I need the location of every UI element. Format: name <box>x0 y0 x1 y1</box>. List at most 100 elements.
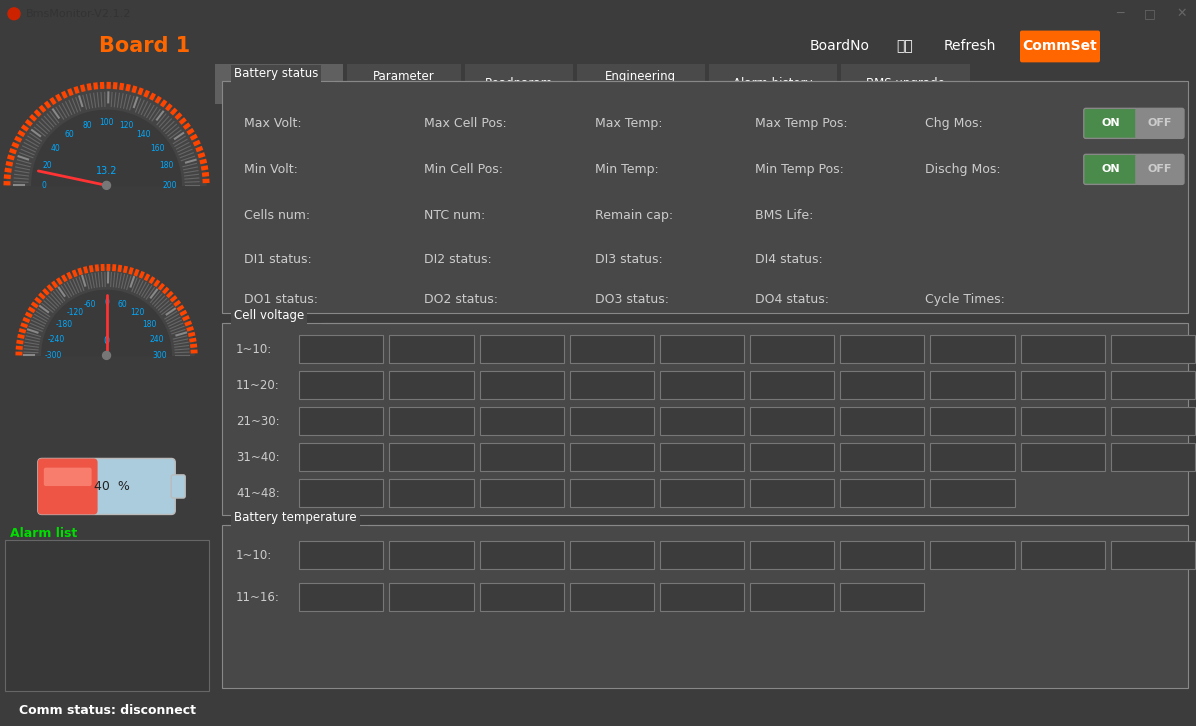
Text: Cell voltage: Cell voltage <box>234 309 304 322</box>
Text: OFF: OFF <box>1148 164 1172 174</box>
Bar <box>576 64 706 104</box>
Bar <box>841 372 925 399</box>
Text: DO1 status:: DO1 status: <box>244 293 318 306</box>
Text: Battery status: Battery status <box>234 68 318 81</box>
Bar <box>750 335 835 364</box>
Text: -120: -120 <box>67 308 84 317</box>
Text: DI2 status:: DI2 status: <box>425 253 493 266</box>
Text: BMS Life:: BMS Life: <box>755 209 813 222</box>
Bar <box>841 444 925 471</box>
Bar <box>480 335 563 364</box>
Bar <box>569 584 654 611</box>
Bar <box>660 542 744 569</box>
Circle shape <box>103 182 110 189</box>
Bar <box>299 479 384 507</box>
Bar <box>5 540 209 690</box>
Text: Readparam: Readparam <box>484 78 553 90</box>
Text: -300: -300 <box>45 351 62 360</box>
Bar <box>215 64 343 104</box>
Bar <box>841 64 970 104</box>
Text: 160: 160 <box>150 144 165 153</box>
Text: ✕: ✕ <box>1177 7 1188 20</box>
Bar <box>841 479 925 507</box>
Bar <box>569 335 654 364</box>
Bar <box>390 444 474 471</box>
Circle shape <box>103 351 110 359</box>
Bar <box>930 479 1014 507</box>
Bar <box>1020 335 1105 364</box>
Text: Battery temperature: Battery temperature <box>234 511 356 524</box>
Text: □: □ <box>1145 7 1155 20</box>
Bar <box>1020 542 1105 569</box>
Polygon shape <box>7 86 206 185</box>
Bar <box>390 542 474 569</box>
Text: 0: 0 <box>42 181 47 190</box>
Text: 120: 120 <box>130 308 145 317</box>
Bar <box>390 335 474 364</box>
Text: Parameter
settings: Parameter settings <box>373 70 435 98</box>
FancyBboxPatch shape <box>171 475 185 498</box>
Bar <box>841 542 925 569</box>
Text: 200: 200 <box>161 181 177 190</box>
Text: 11~16:: 11~16: <box>236 591 280 604</box>
Text: -60: -60 <box>84 301 97 309</box>
Bar <box>480 444 563 471</box>
Text: BoardNo: BoardNo <box>810 39 869 54</box>
Bar <box>480 479 563 507</box>
Bar <box>569 407 654 436</box>
FancyBboxPatch shape <box>38 458 98 515</box>
Text: 13.2: 13.2 <box>96 166 117 176</box>
Text: 180: 180 <box>159 161 173 171</box>
Bar <box>480 407 563 436</box>
Text: 40: 40 <box>51 144 61 153</box>
Bar <box>930 335 1014 364</box>
FancyBboxPatch shape <box>38 458 176 515</box>
Text: Max Cell Pos:: Max Cell Pos: <box>425 117 507 130</box>
Text: Dischg Mos:: Dischg Mos: <box>926 163 1001 176</box>
Text: 0: 0 <box>104 298 109 307</box>
Text: Cycle Times:: Cycle Times: <box>926 293 1006 306</box>
Text: 0: 0 <box>104 336 110 346</box>
Bar <box>390 372 474 399</box>
Text: ─: ─ <box>1116 7 1124 20</box>
Text: 180: 180 <box>142 319 157 329</box>
Bar <box>841 407 925 436</box>
Bar <box>1111 542 1195 569</box>
Bar <box>347 64 460 104</box>
Text: Min Temp:: Min Temp: <box>594 163 659 176</box>
Bar <box>299 584 384 611</box>
Bar <box>569 479 654 507</box>
Text: 中文: 中文 <box>897 39 914 54</box>
Text: Engineering
model: Engineering model <box>605 70 677 98</box>
Text: Max Temp Pos:: Max Temp Pos: <box>755 117 848 130</box>
Text: 300: 300 <box>152 351 166 360</box>
Text: Cells num:: Cells num: <box>244 209 310 222</box>
Bar <box>480 542 563 569</box>
Bar <box>660 479 744 507</box>
Bar <box>299 407 384 436</box>
FancyBboxPatch shape <box>44 468 92 486</box>
Circle shape <box>8 8 20 20</box>
Bar <box>299 372 384 399</box>
Text: Alarm history: Alarm history <box>733 78 813 90</box>
Bar <box>1020 444 1105 471</box>
Bar <box>569 372 654 399</box>
Bar <box>750 542 835 569</box>
Text: -240: -240 <box>48 335 65 343</box>
Text: 21~30:: 21~30: <box>236 415 280 428</box>
Bar <box>1111 335 1195 364</box>
Bar <box>299 444 384 471</box>
Bar <box>930 444 1014 471</box>
Text: 1~10:: 1~10: <box>236 343 273 356</box>
Bar <box>1020 372 1105 399</box>
Bar <box>660 407 744 436</box>
FancyBboxPatch shape <box>1020 30 1100 62</box>
Text: Remain cap:: Remain cap: <box>594 209 673 222</box>
Text: OFF: OFF <box>1148 118 1172 129</box>
Text: Max Temp:: Max Temp: <box>594 117 663 130</box>
Text: 120: 120 <box>118 121 133 130</box>
Bar <box>1111 444 1195 471</box>
Bar <box>930 407 1014 436</box>
Text: Chg Mos:: Chg Mos: <box>926 117 983 130</box>
Bar <box>464 64 573 104</box>
